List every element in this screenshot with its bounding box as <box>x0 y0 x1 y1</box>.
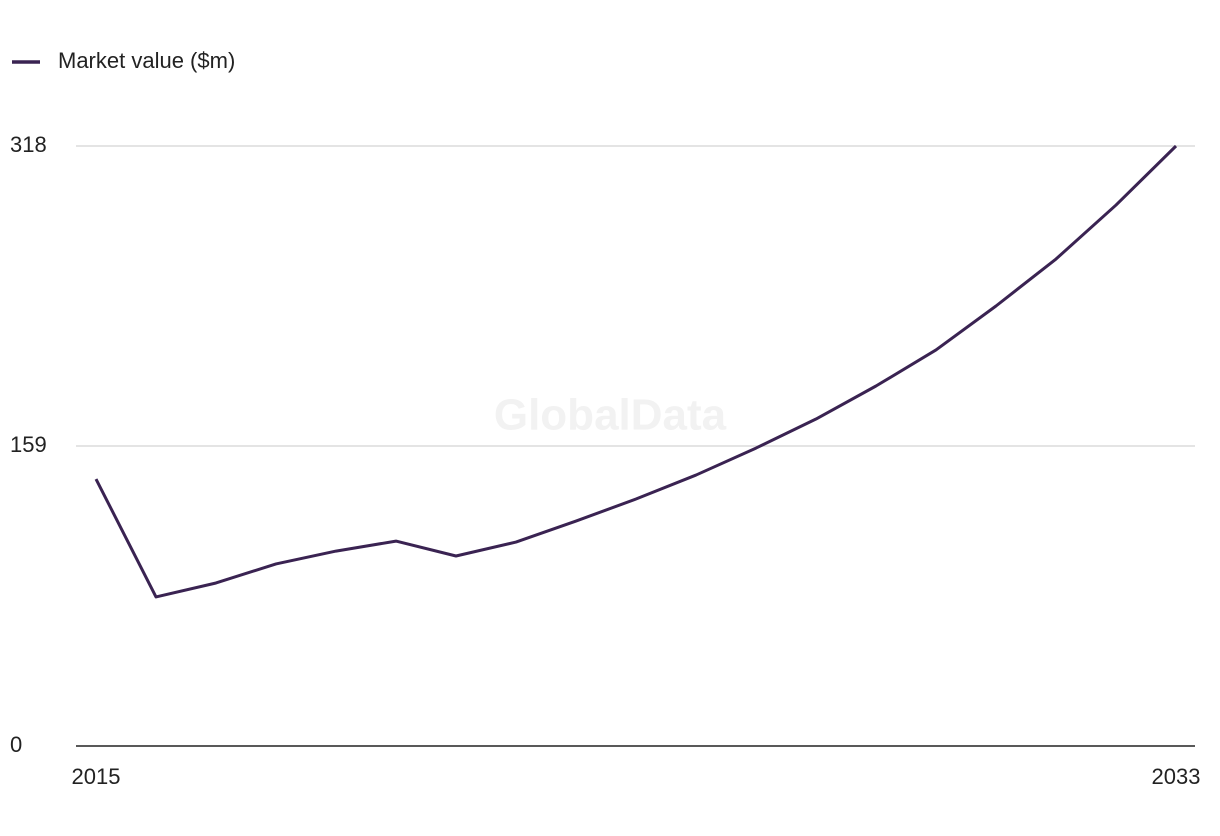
watermark: GlobalData <box>494 391 727 440</box>
line-series <box>94 144 1178 599</box>
y-tick-label: 0 <box>10 732 22 757</box>
y-tick-label: 318 <box>10 132 47 157</box>
x-tick-label: 2033 <box>1152 764 1201 789</box>
legend-label: Market value ($m) <box>58 48 235 73</box>
x-tick-label: 2015 <box>72 764 121 789</box>
y-tick-label: 159 <box>10 432 47 457</box>
